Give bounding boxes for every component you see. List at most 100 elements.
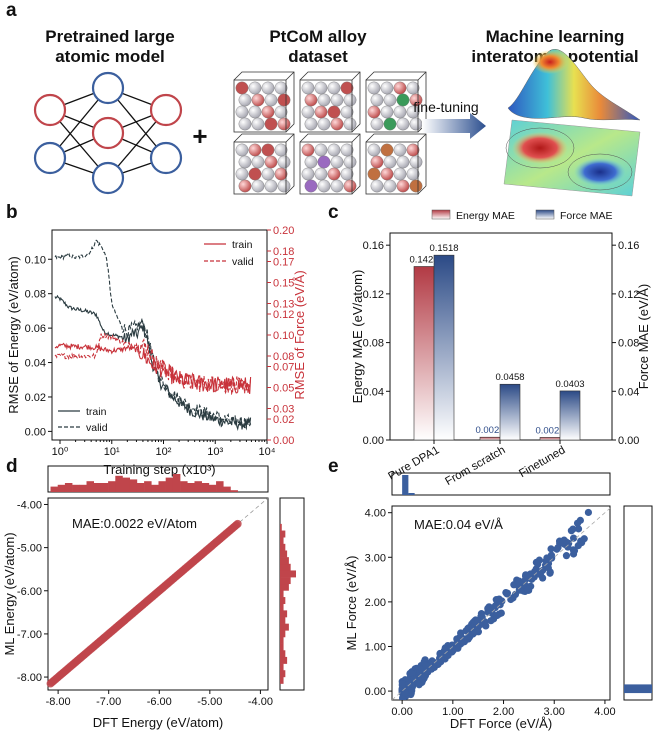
y-tick-label: 2.00 [365, 597, 386, 609]
hist-right-bar [280, 523, 282, 531]
atom [251, 179, 265, 193]
hist-top-bar [402, 475, 409, 495]
x-axis-label: Training step (x10³) [103, 462, 215, 477]
hist-top-bar [72, 484, 80, 492]
atom [380, 81, 394, 95]
model-title-1: Pretrained large [45, 27, 174, 46]
atom [304, 117, 318, 131]
panel-label-a: a [6, 0, 17, 21]
bar-force [433, 254, 455, 441]
y-tick-label-right: 0.07 [273, 362, 294, 374]
data-label-force: 0.0458 [495, 372, 524, 383]
data-point [401, 689, 409, 697]
data-point [574, 525, 583, 533]
y-tick-label-left: 0.04 [363, 386, 384, 398]
y-tick-label: -8.00 [17, 672, 42, 684]
atom [396, 179, 410, 193]
atom [248, 105, 262, 119]
data-point [580, 535, 588, 543]
atom [251, 155, 265, 169]
hist-right-bar [280, 590, 284, 598]
data-point [469, 630, 477, 638]
x-tick-label: Pure DPA1 [386, 444, 441, 483]
legend-swatch-force [535, 209, 555, 220]
model-title-2: atomic model [55, 47, 165, 66]
neural-network-icon [33, 71, 183, 195]
data-label-force: 0.1518 [429, 243, 458, 254]
y-tick-label-right: 0.20 [273, 225, 294, 237]
atom [380, 167, 394, 181]
crystal-cell [233, 133, 295, 195]
atom [274, 143, 288, 157]
y-tick-label-left: 0.00 [25, 426, 46, 438]
y-tick-label: -5.00 [17, 543, 42, 555]
atom [235, 81, 249, 95]
x-tick-label: -8.00 [46, 696, 71, 708]
y-tick-label-right: 0.12 [273, 309, 294, 321]
atom [317, 93, 331, 107]
atom [340, 143, 354, 157]
hist-top-bar [93, 483, 102, 492]
crystal-cell [299, 133, 361, 195]
data-point [415, 681, 423, 689]
y-tick-label-right: 0.17 [273, 257, 294, 269]
plus-sign: + [192, 121, 207, 151]
hist-top-frame [391, 472, 611, 496]
panel-a: a Pretrained large atomic model PtCoM al… [6, 0, 641, 197]
y-tick-label: -4.00 [17, 499, 42, 511]
data-point [535, 570, 543, 578]
x-tick-label: Finetuned [517, 444, 567, 480]
atom [248, 143, 262, 157]
legend-label-force-train: train [232, 239, 253, 251]
hist-right-bar [280, 676, 284, 684]
x-tick-label: 10⁴ [259, 446, 276, 458]
atom [304, 179, 318, 193]
data-point [553, 545, 561, 553]
cell-box [365, 141, 419, 195]
atom [383, 93, 397, 107]
hist-right-bar [280, 597, 286, 605]
atom [340, 105, 354, 119]
y-tick-label-right: 0.18 [273, 246, 294, 258]
hist-top-bar [115, 475, 123, 492]
atom [383, 179, 397, 193]
plot-area-b [54, 239, 252, 432]
y-axis-label-left: Energy MAE (eV/atom) [350, 270, 365, 404]
atom [396, 155, 410, 169]
atom [274, 167, 288, 181]
data-point [398, 680, 407, 688]
hist-right-bar [280, 663, 284, 671]
atom [406, 105, 420, 119]
plot-area-e [398, 508, 593, 700]
x-tick-label: From scratch [443, 444, 507, 488]
cell-edge [417, 71, 427, 81]
hist-right-bar [280, 570, 296, 578]
y-tick-label: 0.00 [365, 686, 386, 698]
atom [301, 167, 315, 181]
legend-swatch-energy [431, 209, 451, 220]
data-label-energy: 0.0023 [475, 425, 504, 436]
identity-line [391, 507, 611, 701]
legend-label-energy-train: train [86, 406, 107, 418]
atom [330, 179, 344, 193]
hist-right-bar [280, 543, 286, 551]
hist-top-bar [86, 481, 95, 492]
bar-force [499, 383, 521, 441]
bar-energy [479, 436, 501, 441]
cell-box [365, 79, 419, 133]
atom [406, 143, 420, 157]
atom [380, 105, 394, 119]
hist-top-bar [230, 490, 238, 492]
atom [235, 105, 249, 119]
dataset-title-2: dataset [288, 47, 348, 66]
panel-label-b: b [6, 202, 18, 223]
legend-label-energy-valid: valid [86, 422, 108, 434]
atom [380, 143, 394, 157]
mae-annotation: MAE:0.04 eV/Å [414, 517, 503, 532]
x-tick-label: -7.00 [96, 696, 121, 708]
data-point [486, 607, 494, 615]
hist-right-bar [280, 583, 289, 591]
atom [277, 93, 291, 107]
panel-label-d: d [6, 456, 18, 477]
hist-right-bar [280, 603, 284, 611]
